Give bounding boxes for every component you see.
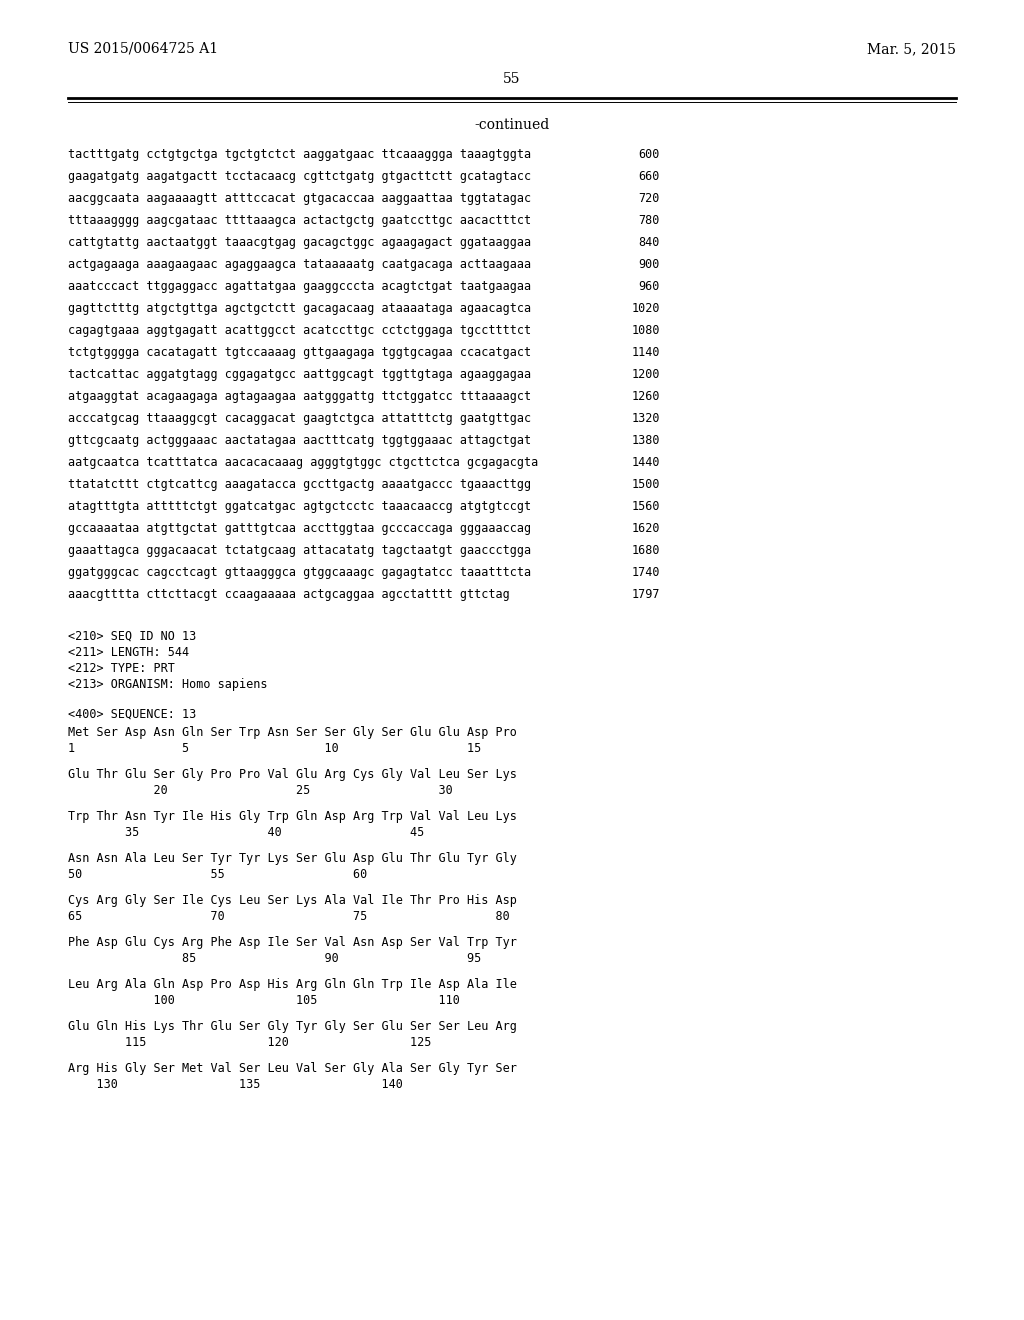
Text: 65                  70                  75                  80: 65 70 75 80 xyxy=(68,909,510,923)
Text: aaacgtttta cttcttacgt ccaagaaaaa actgcaggaa agcctatttt gttctag: aaacgtttta cttcttacgt ccaagaaaaa actgcag… xyxy=(68,587,510,601)
Text: tttaaagggg aagcgataac ttttaaagca actactgctg gaatccttgc aacactttct: tttaaagggg aagcgataac ttttaaagca actactg… xyxy=(68,214,531,227)
Text: 1680: 1680 xyxy=(632,544,660,557)
Text: gaaattagca gggacaacat tctatgcaag attacatatg tagctaatgt gaaccctgga: gaaattagca gggacaacat tctatgcaag attacat… xyxy=(68,544,531,557)
Text: Mar. 5, 2015: Mar. 5, 2015 xyxy=(867,42,956,55)
Text: 55: 55 xyxy=(503,73,521,86)
Text: 20                  25                  30: 20 25 30 xyxy=(68,784,453,797)
Text: 1560: 1560 xyxy=(632,500,660,513)
Text: <211> LENGTH: 544: <211> LENGTH: 544 xyxy=(68,645,189,659)
Text: tactttgatg cctgtgctga tgctgtctct aaggatgaac ttcaaaggga taaagtggta: tactttgatg cctgtgctga tgctgtctct aaggatg… xyxy=(68,148,531,161)
Text: gccaaaataa atgttgctat gatttgtcaa accttggtaa gcccaccaga gggaaaccag: gccaaaataa atgttgctat gatttgtcaa accttgg… xyxy=(68,521,531,535)
Text: 1380: 1380 xyxy=(632,434,660,447)
Text: 600: 600 xyxy=(639,148,660,161)
Text: 1260: 1260 xyxy=(632,389,660,403)
Text: 1               5                   10                  15: 1 5 10 15 xyxy=(68,742,481,755)
Text: 1500: 1500 xyxy=(632,478,660,491)
Text: Asn Asn Ala Leu Ser Tyr Tyr Lys Ser Glu Asp Glu Thr Glu Tyr Gly: Asn Asn Ala Leu Ser Tyr Tyr Lys Ser Glu … xyxy=(68,851,517,865)
Text: ggatgggcac cagcctcagt gttaagggca gtggcaaagc gagagtatcc taaatttcta: ggatgggcac cagcctcagt gttaagggca gtggcaa… xyxy=(68,566,531,579)
Text: 1080: 1080 xyxy=(632,323,660,337)
Text: 900: 900 xyxy=(639,257,660,271)
Text: 100                 105                 110: 100 105 110 xyxy=(68,994,460,1007)
Text: <213> ORGANISM: Homo sapiens: <213> ORGANISM: Homo sapiens xyxy=(68,678,267,690)
Text: 1200: 1200 xyxy=(632,368,660,381)
Text: tactcattac aggatgtagg cggagatgcc aattggcagt tggttgtaga agaaggagaa: tactcattac aggatgtagg cggagatgcc aattggc… xyxy=(68,368,531,381)
Text: acccatgcag ttaaaggcgt cacaggacat gaagtctgca attatttctg gaatgttgac: acccatgcag ttaaaggcgt cacaggacat gaagtct… xyxy=(68,412,531,425)
Text: Phe Asp Glu Cys Arg Phe Asp Ile Ser Val Asn Asp Ser Val Trp Tyr: Phe Asp Glu Cys Arg Phe Asp Ile Ser Val … xyxy=(68,936,517,949)
Text: 1140: 1140 xyxy=(632,346,660,359)
Text: 35                  40                  45: 35 40 45 xyxy=(68,826,424,840)
Text: 1020: 1020 xyxy=(632,302,660,315)
Text: 660: 660 xyxy=(639,170,660,183)
Text: cagagtgaaa aggtgagatt acattggcct acatccttgc cctctggaga tgccttttct: cagagtgaaa aggtgagatt acattggcct acatcct… xyxy=(68,323,531,337)
Text: gagttctttg atgctgttga agctgctctt gacagacaag ataaaataga agaacagtca: gagttctttg atgctgttga agctgctctt gacagac… xyxy=(68,302,531,315)
Text: 1620: 1620 xyxy=(632,521,660,535)
Text: Glu Thr Glu Ser Gly Pro Pro Val Glu Arg Cys Gly Val Leu Ser Lys: Glu Thr Glu Ser Gly Pro Pro Val Glu Arg … xyxy=(68,768,517,781)
Text: Leu Arg Ala Gln Asp Pro Asp His Arg Gln Gln Trp Ile Asp Ala Ile: Leu Arg Ala Gln Asp Pro Asp His Arg Gln … xyxy=(68,978,517,991)
Text: aatgcaatca tcatttatca aacacacaaag agggtgtggc ctgcttctca gcgagacgta: aatgcaatca tcatttatca aacacacaaag agggtg… xyxy=(68,455,539,469)
Text: aaatcccact ttggaggacc agattatgaa gaaggcccta acagtctgat taatgaagaa: aaatcccact ttggaggacc agattatgaa gaaggcc… xyxy=(68,280,531,293)
Text: cattgtattg aactaatggt taaacgtgag gacagctggc agaagagact ggataaggaa: cattgtattg aactaatggt taaacgtgag gacagct… xyxy=(68,236,531,249)
Text: aacggcaata aagaaaagtt atttccacat gtgacaccaa aaggaattaa tggtatagac: aacggcaata aagaaaagtt atttccacat gtgacac… xyxy=(68,191,531,205)
Text: gaagatgatg aagatgactt tcctacaacg cgttctgatg gtgacttctt gcatagtacc: gaagatgatg aagatgactt tcctacaacg cgttctg… xyxy=(68,170,531,183)
Text: <210> SEQ ID NO 13: <210> SEQ ID NO 13 xyxy=(68,630,197,643)
Text: 115                 120                 125: 115 120 125 xyxy=(68,1036,431,1049)
Text: Trp Thr Asn Tyr Ile His Gly Trp Gln Asp Arg Trp Val Val Leu Lys: Trp Thr Asn Tyr Ile His Gly Trp Gln Asp … xyxy=(68,810,517,822)
Text: atgaaggtat acagaagaga agtagaagaa aatgggattg ttctggatcc tttaaaagct: atgaaggtat acagaagaga agtagaagaa aatggga… xyxy=(68,389,531,403)
Text: actgagaaga aaagaagaac agaggaagca tataaaaatg caatgacaga acttaagaaa: actgagaaga aaagaagaac agaggaagca tataaaa… xyxy=(68,257,531,271)
Text: Met Ser Asp Asn Gln Ser Trp Asn Ser Ser Gly Ser Glu Glu Asp Pro: Met Ser Asp Asn Gln Ser Trp Asn Ser Ser … xyxy=(68,726,517,739)
Text: 1797: 1797 xyxy=(632,587,660,601)
Text: 1440: 1440 xyxy=(632,455,660,469)
Text: US 2015/0064725 A1: US 2015/0064725 A1 xyxy=(68,42,218,55)
Text: 130                 135                 140: 130 135 140 xyxy=(68,1078,402,1092)
Text: <400> SEQUENCE: 13: <400> SEQUENCE: 13 xyxy=(68,708,197,721)
Text: ttatatcttt ctgtcattcg aaagatacca gccttgactg aaaatgaccc tgaaacttgg: ttatatcttt ctgtcattcg aaagatacca gccttga… xyxy=(68,478,531,491)
Text: 780: 780 xyxy=(639,214,660,227)
Text: 1740: 1740 xyxy=(632,566,660,579)
Text: Glu Gln His Lys Thr Glu Ser Gly Tyr Gly Ser Glu Ser Ser Leu Arg: Glu Gln His Lys Thr Glu Ser Gly Tyr Gly … xyxy=(68,1020,517,1034)
Text: 720: 720 xyxy=(639,191,660,205)
Text: gttcgcaatg actgggaaac aactatagaa aactttcatg tggtggaaac attagctgat: gttcgcaatg actgggaaac aactatagaa aactttc… xyxy=(68,434,531,447)
Text: 960: 960 xyxy=(639,280,660,293)
Text: 50                  55                  60: 50 55 60 xyxy=(68,869,368,880)
Text: atagtttgta atttttctgt ggatcatgac agtgctcctc taaacaaccg atgtgtccgt: atagtttgta atttttctgt ggatcatgac agtgctc… xyxy=(68,500,531,513)
Text: tctgtgggga cacatagatt tgtccaaaag gttgaagaga tggtgcagaa ccacatgact: tctgtgggga cacatagatt tgtccaaaag gttgaag… xyxy=(68,346,531,359)
Text: -continued: -continued xyxy=(474,117,550,132)
Text: 1320: 1320 xyxy=(632,412,660,425)
Text: <212> TYPE: PRT: <212> TYPE: PRT xyxy=(68,663,175,675)
Text: Arg His Gly Ser Met Val Ser Leu Val Ser Gly Ala Ser Gly Tyr Ser: Arg His Gly Ser Met Val Ser Leu Val Ser … xyxy=(68,1063,517,1074)
Text: Cys Arg Gly Ser Ile Cys Leu Ser Lys Ala Val Ile Thr Pro His Asp: Cys Arg Gly Ser Ile Cys Leu Ser Lys Ala … xyxy=(68,894,517,907)
Text: 85                  90                  95: 85 90 95 xyxy=(68,952,481,965)
Text: 840: 840 xyxy=(639,236,660,249)
